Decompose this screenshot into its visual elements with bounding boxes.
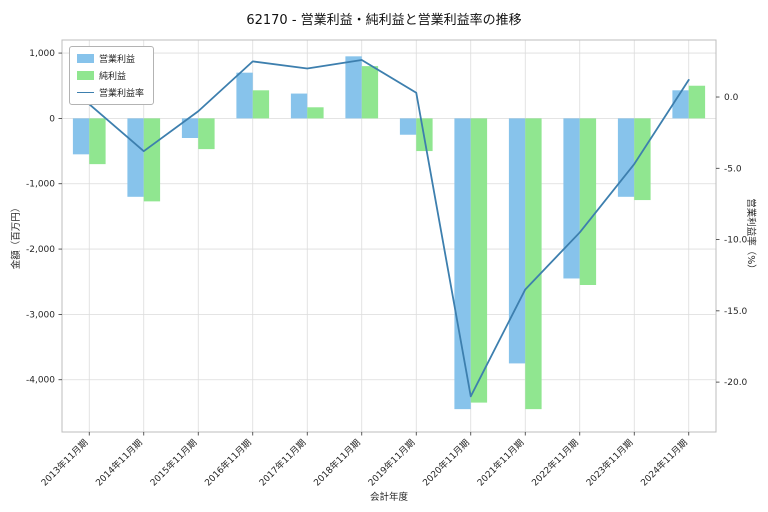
svg-text:-15.0: -15.0 (724, 307, 748, 317)
svg-text:2022年11月期: 2022年11月期 (529, 437, 581, 489)
svg-text:2023年11月期: 2023年11月期 (583, 437, 635, 489)
chart-title: 62170 - 営業利益・純利益と営業利益率の推移 (246, 13, 522, 28)
legend-item-operating-profit: 営業利益 (77, 52, 144, 65)
legend-item-operating-margin: 営業利益率 (77, 86, 144, 99)
svg-text:2021年11月期: 2021年11月期 (474, 437, 526, 489)
svg-text:2014年11月期: 2014年11月期 (93, 437, 145, 489)
net-profit-swatch (77, 71, 94, 80)
legend-label-operating-margin: 営業利益率 (99, 89, 145, 99)
svg-text:2017年11月期: 2017年11月期 (256, 437, 308, 489)
svg-text:2016年11月期: 2016年11月期 (202, 437, 254, 489)
legend-item-net-profit: 純利益 (77, 69, 144, 82)
legend: 営業利益 純利益 営業利益率 (69, 46, 155, 105)
svg-text:2024年11月期: 2024年11月期 (638, 437, 690, 489)
operating-profit-swatch (77, 54, 94, 63)
x-axis-title: 会計年度 (369, 492, 408, 503)
svg-text:-1,000: -1,000 (26, 180, 55, 190)
svg-text:2019年11月期: 2019年11月期 (365, 437, 417, 489)
svg-text:-3,000: -3,000 (26, 310, 55, 320)
svg-text:2018年11月期: 2018年11月期 (311, 437, 363, 489)
legend-label-operating-profit: 営業利益 (99, 55, 136, 65)
svg-text:0.0: 0.0 (724, 93, 739, 103)
svg-text:-20.0: -20.0 (724, 378, 748, 388)
svg-text:2020年11月期: 2020年11月期 (420, 437, 472, 489)
svg-text:1,000: 1,000 (29, 49, 55, 59)
svg-text:-4,000: -4,000 (26, 376, 55, 386)
operating-margin-line-swatch (77, 92, 94, 93)
svg-text:-10.0: -10.0 (724, 236, 748, 246)
svg-text:0: 0 (49, 114, 55, 124)
svg-text:2013年11月期: 2013年11月期 (38, 437, 90, 489)
left-y-axis-title: 金額（百万円） (11, 202, 22, 270)
svg-text:-5.0: -5.0 (724, 164, 742, 174)
legend-label-net-profit: 純利益 (99, 72, 127, 82)
svg-text:2015年11月期: 2015年11月期 (147, 437, 199, 489)
right-y-axis-title: 営業利益率（%） (745, 198, 756, 274)
svg-text:-2,000: -2,000 (26, 245, 55, 255)
